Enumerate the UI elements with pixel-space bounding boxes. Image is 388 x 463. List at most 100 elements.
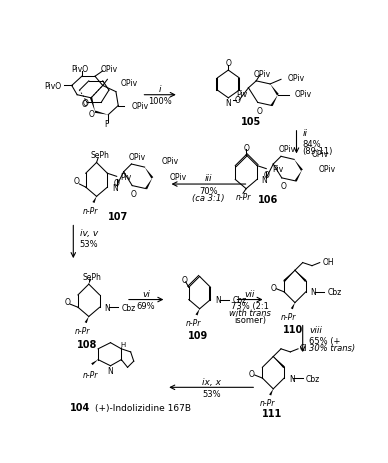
Text: ii: ii (303, 129, 308, 138)
Text: 106: 106 (258, 195, 278, 205)
Polygon shape (145, 168, 153, 179)
Polygon shape (92, 197, 97, 204)
Text: OPiv: OPiv (162, 157, 179, 166)
Text: O: O (83, 99, 88, 108)
Text: n-Pr: n-Pr (75, 326, 90, 335)
Polygon shape (291, 303, 295, 310)
Text: isomer): isomer) (234, 315, 266, 325)
Polygon shape (145, 179, 152, 190)
Text: N: N (289, 374, 294, 383)
Text: n-Pr: n-Pr (83, 206, 98, 215)
Text: OPiv: OPiv (295, 89, 312, 99)
Text: 69%: 69% (137, 301, 156, 311)
Text: 108: 108 (77, 339, 97, 350)
Text: (89:11): (89:11) (303, 147, 333, 156)
Text: 109: 109 (188, 330, 208, 340)
Text: O: O (256, 106, 262, 115)
Polygon shape (295, 171, 302, 182)
Polygon shape (283, 271, 295, 282)
Text: 65% (+: 65% (+ (309, 336, 340, 345)
Text: 100%: 100% (148, 97, 172, 106)
Text: O: O (88, 109, 94, 119)
Text: OPiv: OPiv (132, 102, 149, 111)
Text: OPiv: OPiv (100, 65, 118, 74)
Text: Piv: Piv (120, 172, 131, 181)
Text: OPiv: OPiv (311, 150, 328, 158)
Polygon shape (295, 271, 307, 282)
Text: Piv: Piv (237, 89, 248, 99)
Text: with trans: with trans (229, 308, 271, 318)
Text: PivO: PivO (72, 65, 89, 74)
Text: vii: vii (245, 289, 255, 298)
Text: 105: 105 (241, 117, 262, 126)
Polygon shape (294, 160, 303, 171)
Text: O: O (114, 179, 120, 188)
Text: N: N (215, 295, 221, 304)
Text: O: O (263, 171, 269, 180)
Text: Piv: Piv (272, 165, 284, 174)
Text: O: O (64, 297, 70, 306)
Text: (ca 3:1): (ca 3:1) (192, 193, 225, 202)
Polygon shape (95, 111, 108, 115)
Text: O: O (73, 177, 79, 186)
Text: 53%: 53% (80, 239, 98, 248)
Text: N: N (262, 175, 267, 185)
Text: 73% (2:1: 73% (2:1 (231, 301, 269, 311)
Text: OPiv: OPiv (319, 165, 336, 174)
Polygon shape (269, 389, 273, 396)
Text: O: O (225, 59, 231, 68)
Text: OPiv: OPiv (170, 172, 187, 181)
Text: O: O (249, 369, 255, 378)
Text: Cbz: Cbz (121, 303, 135, 312)
Polygon shape (196, 309, 199, 316)
Polygon shape (273, 357, 285, 369)
Polygon shape (271, 95, 278, 107)
Text: N: N (112, 183, 118, 192)
Text: O: O (243, 143, 249, 152)
Polygon shape (91, 360, 98, 365)
Text: H: H (120, 342, 126, 347)
Text: SePh: SePh (90, 151, 109, 160)
Text: 104: 104 (70, 402, 90, 413)
Text: O: O (81, 100, 87, 109)
Polygon shape (89, 279, 92, 285)
Text: OPiv: OPiv (129, 152, 146, 162)
Text: vi: vi (142, 289, 150, 298)
Text: OH: OH (323, 257, 334, 266)
Text: Cl: Cl (300, 343, 307, 352)
Text: n-Pr: n-Pr (259, 398, 275, 407)
Text: 30% trans): 30% trans) (309, 343, 355, 352)
Text: Cbz: Cbz (232, 295, 246, 304)
Text: 110: 110 (283, 324, 303, 334)
Text: Cbz: Cbz (327, 288, 342, 297)
Text: viii: viii (309, 325, 322, 334)
Text: N: N (104, 303, 110, 312)
Text: iv, v: iv, v (80, 229, 98, 238)
Text: i: i (159, 85, 161, 94)
Text: O: O (235, 96, 241, 105)
Text: iii: iii (205, 174, 212, 183)
Polygon shape (270, 85, 279, 96)
Text: O: O (181, 275, 187, 284)
Text: 107: 107 (108, 212, 128, 222)
Text: n-Pr: n-Pr (186, 319, 201, 327)
Text: N: N (225, 99, 231, 108)
Text: O: O (281, 181, 286, 191)
Text: F: F (104, 120, 109, 129)
Polygon shape (85, 317, 89, 324)
Text: 70%: 70% (199, 186, 218, 195)
Text: OPiv: OPiv (287, 74, 304, 83)
Text: OPiv: OPiv (121, 79, 138, 88)
Text: Cbz: Cbz (306, 374, 320, 383)
Text: O: O (270, 283, 276, 292)
Text: OPiv: OPiv (254, 69, 271, 79)
Text: ix, x: ix, x (202, 377, 221, 386)
Text: PivO: PivO (44, 82, 61, 91)
Text: O: O (131, 189, 137, 198)
Text: (+)-Indolizidine 167B: (+)-Indolizidine 167B (95, 403, 191, 412)
Text: n-Pr: n-Pr (83, 371, 98, 380)
Text: 53%: 53% (202, 389, 220, 398)
Polygon shape (90, 98, 95, 113)
Text: n-Pr: n-Pr (236, 193, 251, 201)
Text: N: N (107, 366, 113, 375)
